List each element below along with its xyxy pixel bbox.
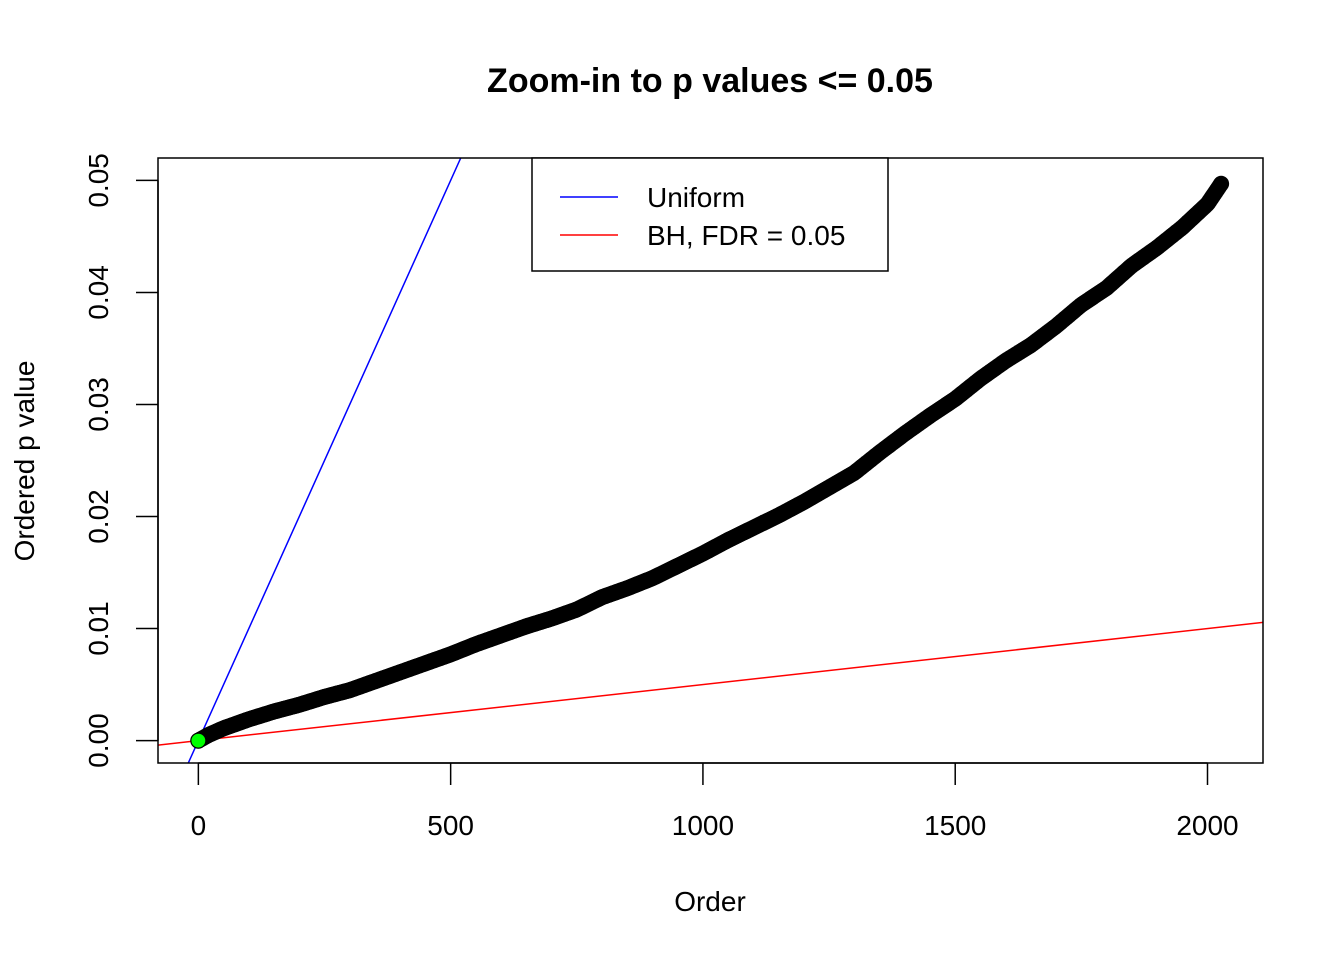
y-tick-label: 0.00 [83, 713, 114, 768]
x-tick-label: 2000 [1176, 810, 1238, 841]
x-axis-label: Order [674, 886, 746, 917]
x-axis: 0 500 1000 1500 2000 [191, 762, 1239, 841]
y-tick-label: 0.03 [83, 377, 114, 432]
legend-label-bh: BH, FDR = 0.05 [647, 220, 845, 251]
p-value-point [1213, 175, 1230, 192]
legend: Uniform BH, FDR = 0.05 [531, 157, 889, 272]
legend-label-uniform: Uniform [647, 182, 745, 213]
y-tick-label: 0.05 [83, 153, 114, 208]
plot-content [158, 158, 1263, 763]
x-tick-label: 500 [427, 810, 474, 841]
x-tick-label: 0 [191, 810, 207, 841]
x-tick-label: 1500 [924, 810, 986, 841]
y-tick-label: 0.02 [83, 489, 114, 544]
y-tick-label: 0.01 [83, 601, 114, 656]
reference-line-bh-fdr-0-05 [158, 621, 1263, 746]
legend-box [531, 157, 889, 272]
x-tick-label: 1000 [672, 810, 734, 841]
p-value-points [190, 175, 1230, 749]
highlight-point [190, 732, 207, 749]
y-axis: 0.00 0.01 0.02 0.03 0.04 0.05 [83, 153, 159, 768]
reference-line-uniform [187, 158, 462, 763]
chart-title: Zoom-in to p values <= 0.05 [487, 62, 933, 100]
y-axis-label: Ordered p value [9, 361, 40, 562]
y-tick-label: 0.04 [83, 265, 114, 320]
